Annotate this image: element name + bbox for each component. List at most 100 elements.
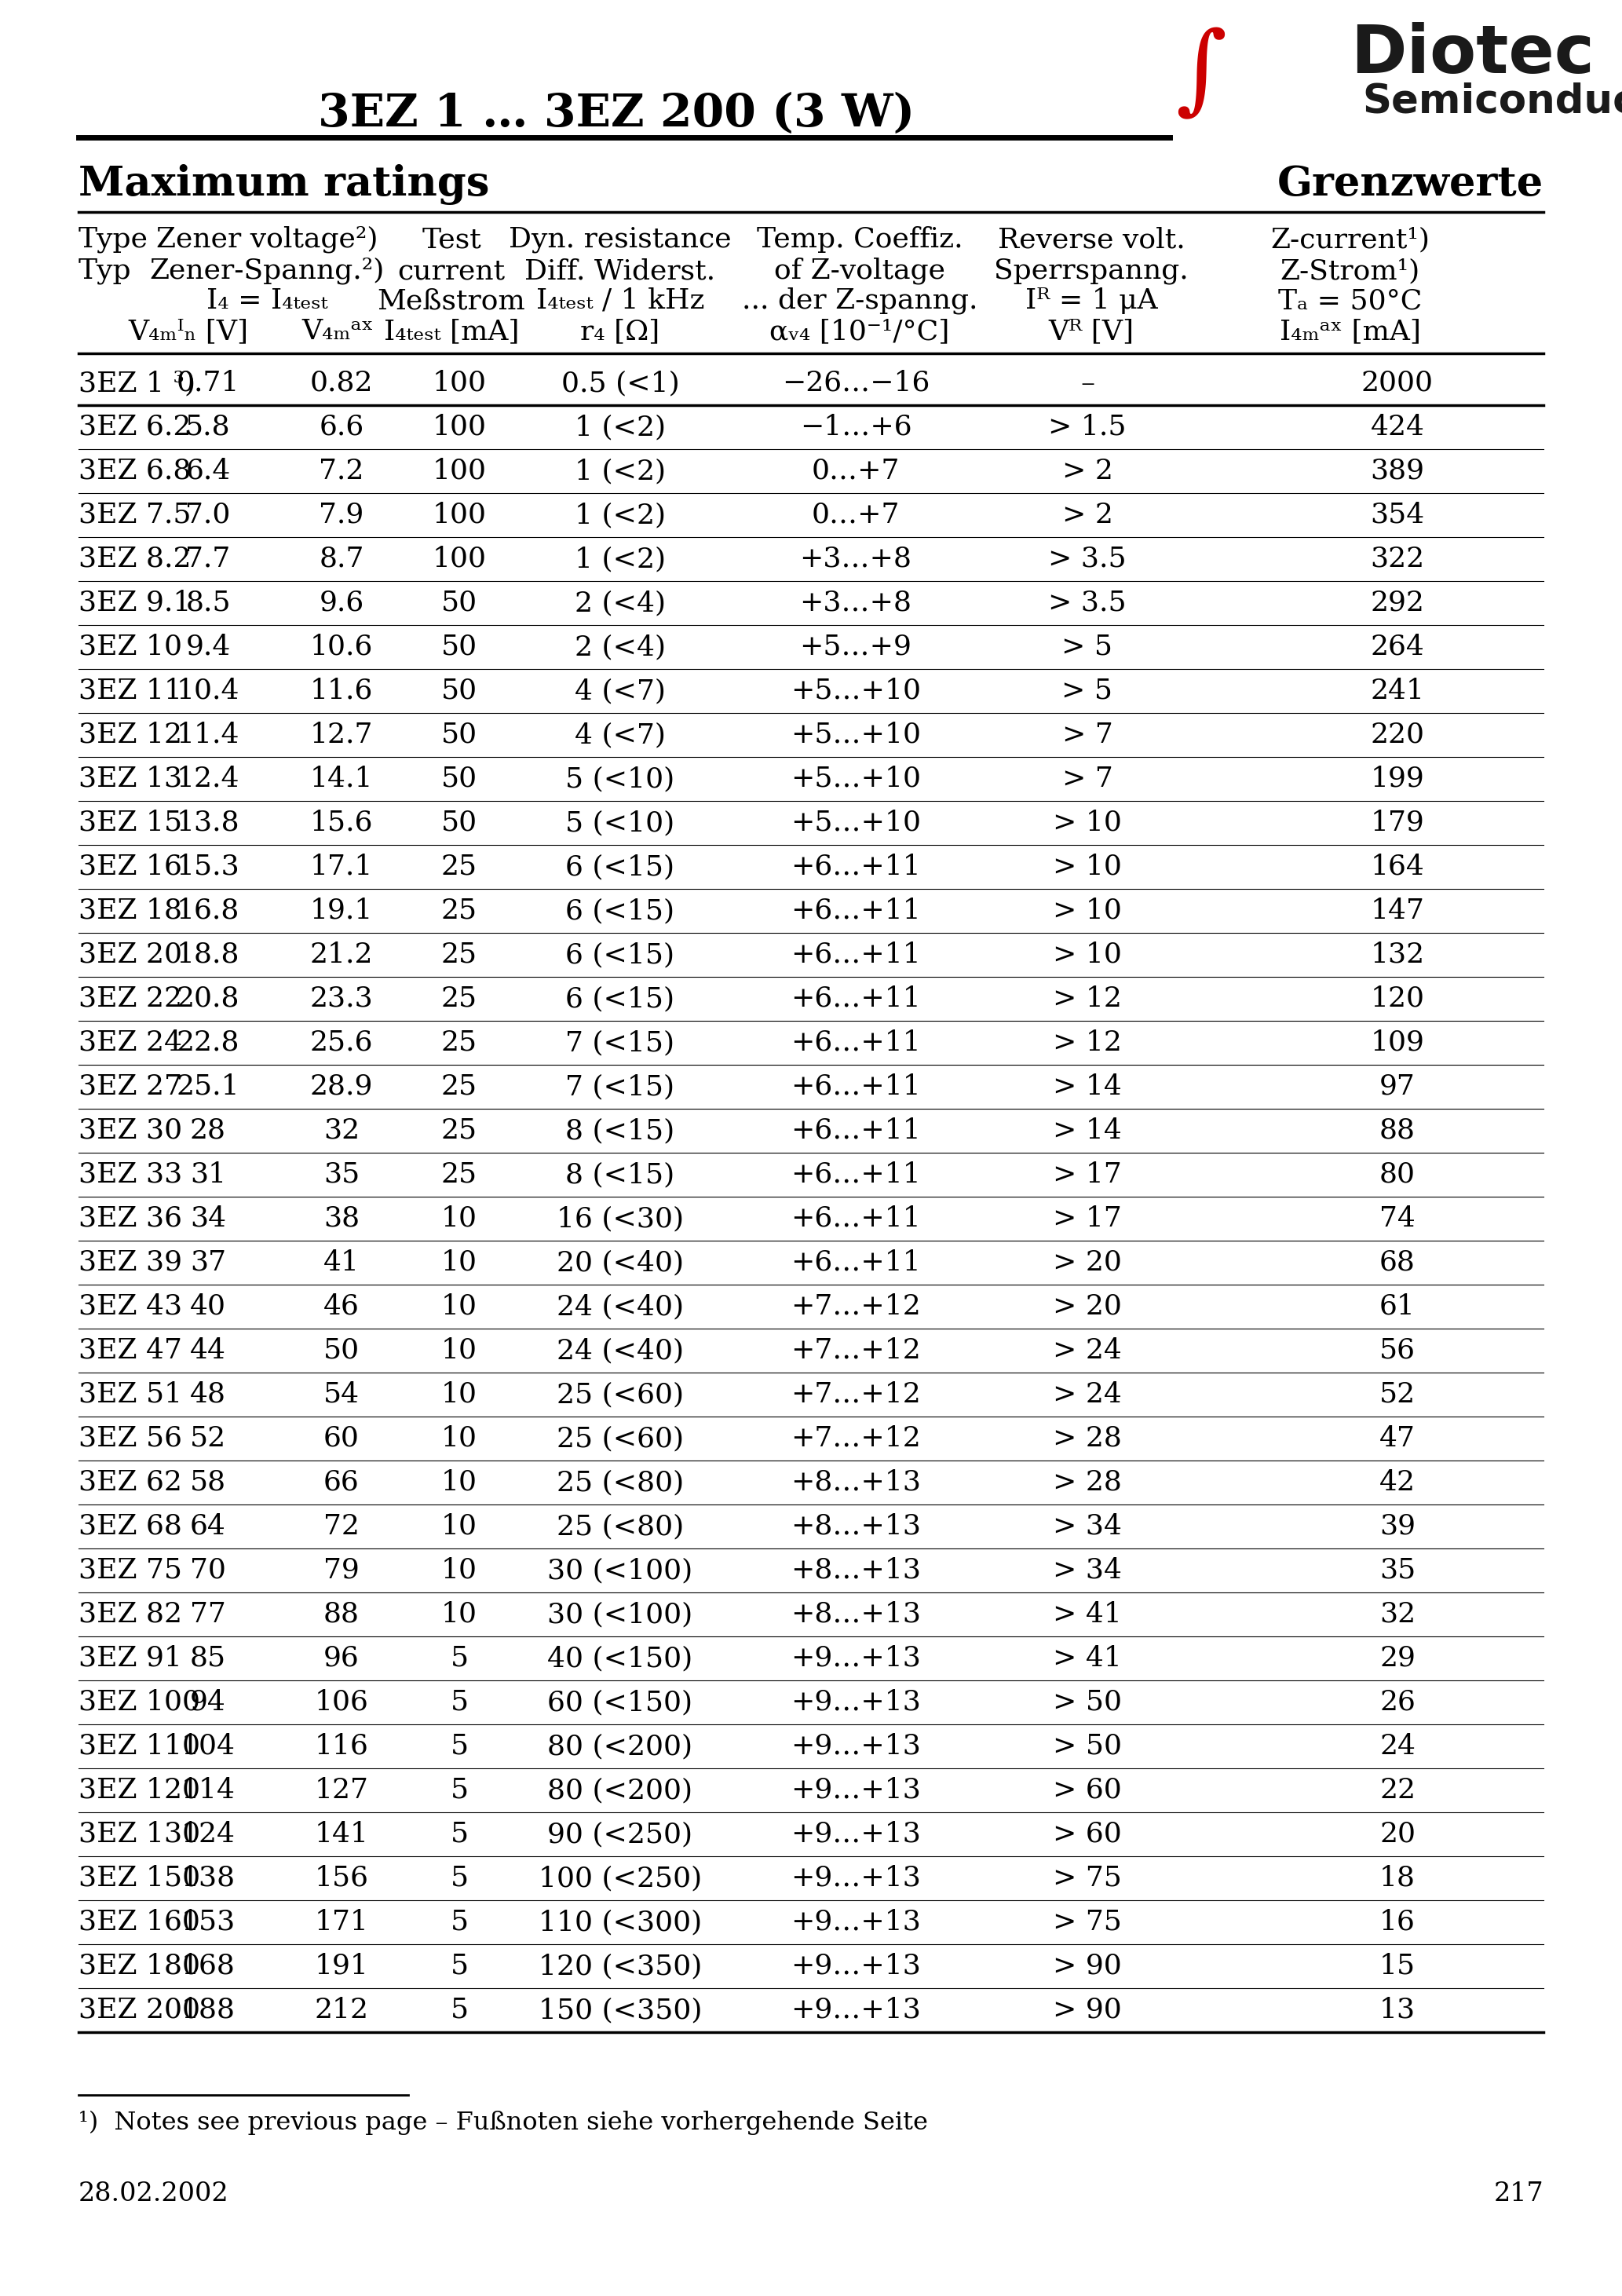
Text: Type: Type (78, 225, 148, 253)
Text: Diff. Widerst.: Diff. Widerst. (526, 257, 715, 285)
Text: 132: 132 (1371, 941, 1424, 969)
Text: ¹)  Notes see previous page – Fußnoten siehe vorhergehende Seite: ¹) Notes see previous page – Fußnoten si… (78, 2110, 928, 2135)
Text: 5: 5 (451, 1690, 469, 1715)
Text: +6…+11: +6…+11 (790, 1075, 921, 1100)
Text: 1 (<2): 1 (<2) (574, 457, 665, 484)
Text: +3…+8: +3…+8 (800, 546, 912, 572)
Text: 9.4: 9.4 (185, 634, 230, 661)
Text: 3EZ 9.1: 3EZ 9.1 (78, 590, 191, 615)
Text: 25: 25 (441, 1029, 477, 1056)
Text: +6…+11: +6…+11 (790, 854, 921, 879)
Text: Z-Strom¹): Z-Strom¹) (1280, 257, 1421, 285)
Text: > 50: > 50 (1053, 1733, 1122, 1759)
Text: V₄ₘᵃˣ: V₄ₘᵃˣ (302, 319, 373, 344)
Text: > 3.5: > 3.5 (1048, 546, 1126, 572)
Text: 11.6: 11.6 (310, 677, 373, 705)
Text: 58: 58 (190, 1469, 225, 1497)
Text: +7…+12: +7…+12 (790, 1336, 921, 1364)
Text: > 34: > 34 (1053, 1513, 1122, 1541)
Text: 3EZ 110: 3EZ 110 (78, 1733, 200, 1759)
Text: > 28: > 28 (1053, 1426, 1122, 1451)
Text: > 60: > 60 (1053, 1777, 1122, 1805)
Text: 40 (<150): 40 (<150) (548, 1644, 693, 1671)
Text: +5…+10: +5…+10 (790, 765, 921, 792)
Text: 88: 88 (1379, 1118, 1416, 1143)
Text: Sperrspanng.: Sperrspanng. (994, 257, 1189, 285)
Text: > 7: > 7 (1062, 765, 1113, 792)
Text: 7.9: 7.9 (320, 503, 363, 528)
Text: 3EZ 20: 3EZ 20 (78, 941, 182, 969)
Text: Typ: Typ (78, 257, 131, 285)
Text: 50: 50 (441, 810, 477, 836)
Text: > 7: > 7 (1062, 721, 1113, 748)
Text: +9…+13: +9…+13 (790, 1690, 921, 1715)
Text: 25: 25 (441, 898, 477, 925)
Text: 6 (<15): 6 (<15) (566, 941, 675, 969)
Text: 32: 32 (1379, 1600, 1416, 1628)
Text: 32: 32 (323, 1118, 360, 1143)
Text: 3EZ 43: 3EZ 43 (78, 1293, 182, 1320)
Text: 72: 72 (323, 1513, 360, 1541)
Text: 104: 104 (182, 1733, 235, 1759)
Text: 22.8: 22.8 (177, 1029, 240, 1056)
Text: 80: 80 (1379, 1162, 1416, 1187)
Text: Temp. Coeffiz.: Temp. Coeffiz. (756, 225, 963, 253)
Text: 24 (<40): 24 (<40) (556, 1336, 684, 1364)
Text: 124: 124 (182, 1821, 235, 1848)
Text: 100: 100 (431, 503, 487, 528)
Text: 47: 47 (1379, 1426, 1416, 1451)
Text: 25: 25 (441, 1118, 477, 1143)
Text: Test: Test (422, 225, 482, 253)
Text: 188: 188 (182, 1998, 235, 2023)
Text: > 14: > 14 (1053, 1118, 1122, 1143)
Text: 6 (<15): 6 (<15) (566, 898, 675, 925)
Text: 7.0: 7.0 (185, 503, 230, 528)
Text: +8…+13: +8…+13 (790, 1600, 921, 1628)
Text: −26…−16: −26…−16 (782, 370, 929, 397)
Text: 77: 77 (190, 1600, 225, 1628)
Text: 6.6: 6.6 (320, 413, 363, 441)
Text: 217: 217 (1494, 2181, 1544, 2206)
Text: 61: 61 (1379, 1293, 1416, 1320)
Text: 3EZ 47: 3EZ 47 (78, 1336, 182, 1364)
Text: > 2: > 2 (1062, 457, 1113, 484)
Text: 3EZ 200: 3EZ 200 (78, 1998, 200, 2023)
Text: 3EZ 68: 3EZ 68 (78, 1513, 182, 1541)
Text: 50: 50 (441, 677, 477, 705)
Text: > 50: > 50 (1053, 1690, 1122, 1715)
Text: > 20: > 20 (1053, 1249, 1122, 1277)
Text: 12.7: 12.7 (310, 721, 373, 748)
Text: +9…+13: +9…+13 (790, 1908, 921, 1936)
Text: > 17: > 17 (1053, 1205, 1122, 1233)
Text: 9.6: 9.6 (320, 590, 363, 615)
Text: 5: 5 (451, 1644, 469, 1671)
Text: > 1.5: > 1.5 (1048, 413, 1126, 441)
Text: 28.9: 28.9 (310, 1075, 373, 1100)
Text: +6…+11: +6…+11 (790, 1029, 921, 1056)
Text: 79: 79 (323, 1557, 360, 1584)
Text: 30 (<100): 30 (<100) (548, 1600, 693, 1628)
Text: 46: 46 (323, 1293, 360, 1320)
Text: +5…+10: +5…+10 (790, 810, 921, 836)
Text: Dyn. resistance: Dyn. resistance (509, 225, 732, 253)
Text: 24 (<40): 24 (<40) (556, 1293, 684, 1320)
Text: 3EZ 30: 3EZ 30 (78, 1118, 182, 1143)
Text: 3EZ 160: 3EZ 160 (78, 1908, 200, 1936)
Text: 10: 10 (441, 1205, 477, 1233)
Text: 18: 18 (1379, 1864, 1416, 1892)
Text: 7 (<15): 7 (<15) (566, 1075, 675, 1100)
Text: 7 (<15): 7 (<15) (566, 1029, 675, 1056)
Text: > 41: > 41 (1053, 1644, 1122, 1671)
Text: 25: 25 (441, 854, 477, 879)
Text: 52: 52 (190, 1426, 225, 1451)
Text: 147: 147 (1371, 898, 1424, 925)
Text: 96: 96 (323, 1644, 360, 1671)
Text: 3EZ 22: 3EZ 22 (78, 985, 182, 1013)
Text: 3EZ 51: 3EZ 51 (78, 1382, 182, 1407)
Text: 17.1: 17.1 (310, 854, 373, 879)
Text: 179: 179 (1371, 810, 1424, 836)
Text: Reverse volt.: Reverse volt. (998, 225, 1186, 253)
Text: 30 (<100): 30 (<100) (548, 1557, 693, 1584)
Text: 0.71: 0.71 (177, 370, 240, 397)
Text: 3EZ 56: 3EZ 56 (78, 1426, 182, 1451)
